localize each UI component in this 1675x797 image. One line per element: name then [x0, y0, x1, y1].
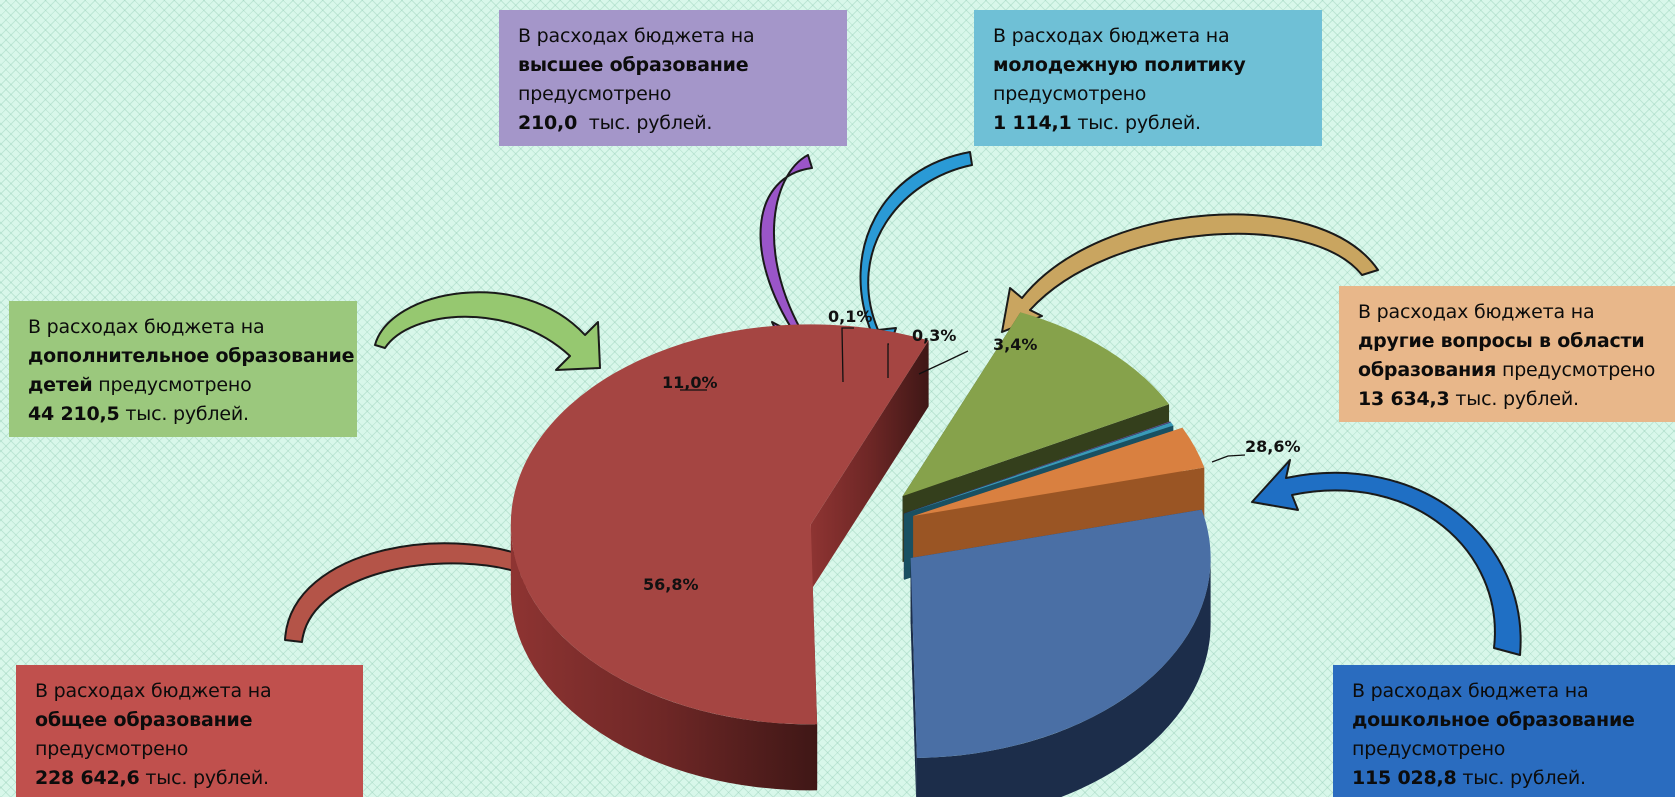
callout-additional-education: В расходах бюджета на дополнительное обр… — [9, 301, 357, 437]
callout-prefix: В расходах бюджета на — [518, 25, 755, 47]
slice-general-top — [510, 324, 929, 725]
slice-preschool — [910, 509, 1211, 797]
callout-other-education: В расходах бюджета на другие вопросы в о… — [1339, 286, 1675, 422]
callout-unit: тыс. рублей. — [1455, 388, 1579, 410]
leader-lines — [680, 327, 1246, 463]
slice-other-percent-label: 3,4% — [993, 335, 1037, 354]
slice-preschool-leader-line — [1211, 454, 1246, 463]
callout-verb: предусмотрено — [1352, 738, 1506, 760]
callout-verb: предусмотрено — [518, 83, 672, 105]
slice-youth-leader-line — [887, 343, 889, 378]
callout-verb: предусмотрено — [993, 83, 1147, 105]
callout-prefix: В расходах бюджета на — [35, 680, 272, 702]
slice-higher-percent-label: 0,1% — [828, 307, 872, 326]
callout-category: дошкольное образование — [1352, 709, 1635, 731]
slice-general-percent-label: 56,8% — [643, 575, 699, 594]
callout-amount: 210,0 — [518, 112, 578, 134]
slice-general-outer-wall — [510, 524, 818, 791]
callout-unit: тыс. рублей. — [125, 403, 249, 425]
callout-category: молодежную политику — [993, 54, 1246, 76]
arrow-preschool — [1251, 459, 1522, 656]
callout-category: другие вопросы в области — [1358, 330, 1645, 352]
callout-amount: 44 210,5 — [28, 403, 120, 425]
callout-unit: тыс. рублей. — [145, 767, 269, 789]
callout-prefix: В расходах бюджета на — [1358, 301, 1595, 323]
slice-additional-percent-label: 11,0% — [662, 373, 718, 392]
callout-preschool-education: В расходах бюджета на дошкольное образов… — [1333, 665, 1675, 797]
callout-amount: 228 642,6 — [35, 767, 140, 789]
slice-preschool-percent-label: 28,6% — [1245, 437, 1301, 456]
callout-amount: 13 634,3 — [1358, 388, 1450, 410]
arrow-other — [1001, 213, 1379, 333]
slice-preschool-outer-wall — [916, 558, 1211, 797]
slice-general — [510, 324, 929, 791]
callout-category: дополнительное образование — [28, 345, 355, 367]
slice-preschool-end-wall — [910, 558, 917, 797]
callout-unit: тыс. рублей. — [1077, 112, 1201, 134]
callout-amount: 115 028,8 — [1352, 767, 1457, 789]
slice-youth-percent-label: 0,3% — [912, 326, 956, 345]
callout-amount: 1 114,1 — [993, 112, 1072, 134]
callout-category-cont: образования — [1358, 359, 1497, 381]
callout-prefix: В расходах бюджета на — [1352, 680, 1589, 702]
slice-additional-top — [902, 312, 1170, 497]
callout-prefix: В расходах бюджета на — [993, 25, 1230, 47]
callout-arrows — [284, 151, 1522, 656]
callout-verb: предусмотрено — [35, 738, 189, 760]
callout-verb: предусмотрено — [98, 374, 252, 396]
slice-other-top — [913, 427, 1205, 516]
callout-higher-education: В расходах бюджета на высшее образование… — [499, 10, 847, 146]
slice-other-leader-line — [918, 350, 969, 375]
callout-unit: тыс. рублей. — [1462, 767, 1586, 789]
callout-category: общее образование — [35, 709, 253, 731]
slice-preschool-top — [910, 509, 1211, 759]
slice-higher-top — [903, 421, 1171, 514]
slice-higher-leader-line — [841, 327, 854, 383]
callout-youth-policy: В расходах бюджета на молодежную политик… — [974, 10, 1322, 146]
slice-youth-top — [904, 422, 1174, 514]
callout-general-education: В расходах бюджета на общее образование … — [16, 665, 363, 797]
callout-verb: предусмотрено — [1501, 359, 1656, 381]
callout-unit: тыс. рублей. — [588, 112, 713, 134]
callout-category: высшее образование — [518, 54, 749, 76]
callout-category-cont: детей — [28, 374, 93, 396]
callout-prefix: В расходах бюджета на — [28, 316, 265, 338]
slice-general-end-wall — [810, 340, 929, 591]
arrow-additional — [374, 291, 601, 371]
